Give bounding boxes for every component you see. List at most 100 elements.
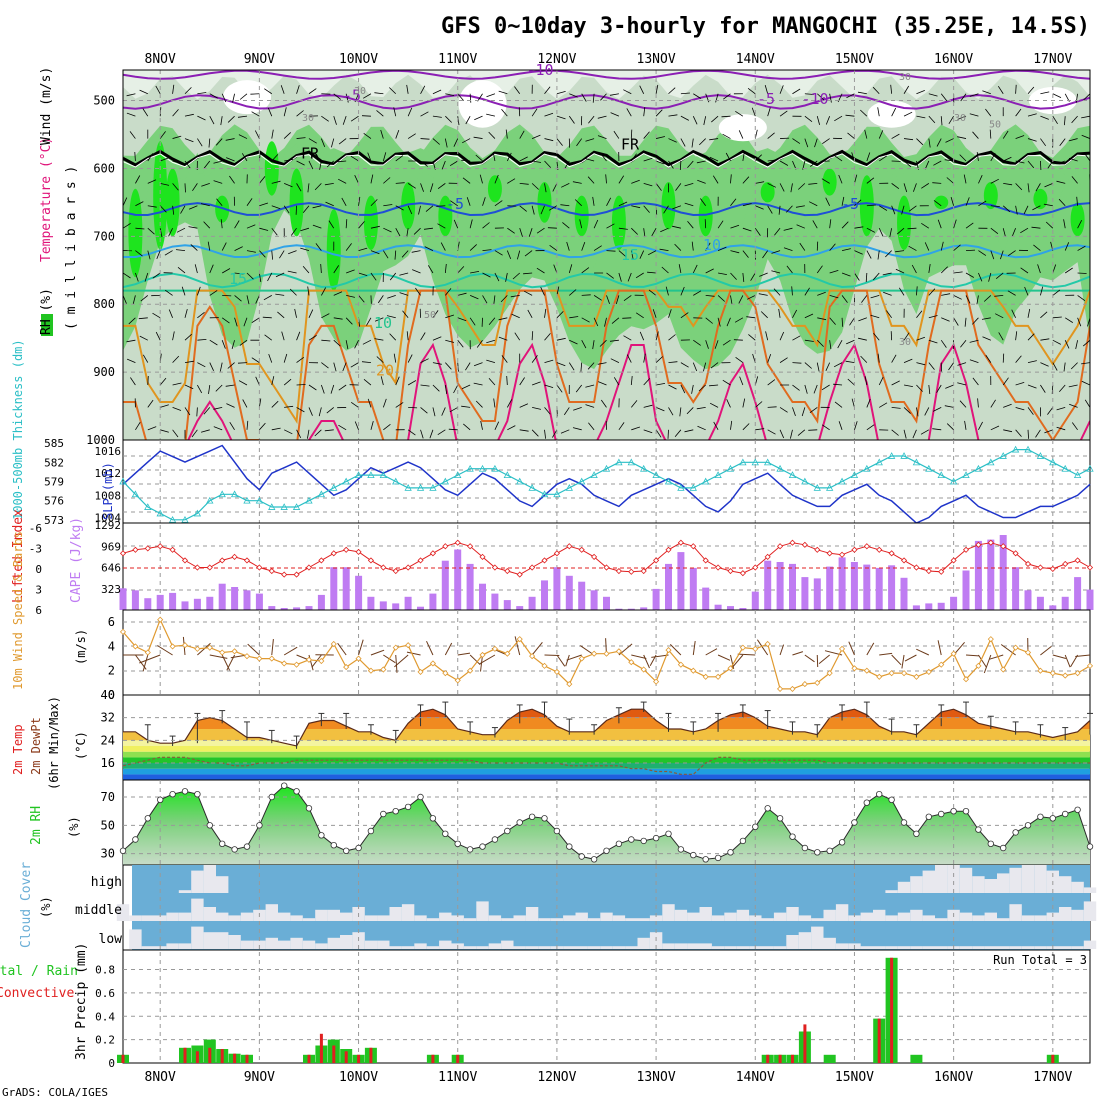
wind-barb: [342, 116, 347, 125]
cape-bar: [1024, 590, 1032, 610]
wind-barb: [1040, 646, 1052, 656]
wind-barb: [255, 295, 260, 304]
wind-barb: [123, 160, 124, 161]
wind-barb: [300, 247, 310, 251]
wind-barb: [659, 248, 669, 251]
cloud-block: [724, 946, 737, 949]
wind-barb: [953, 244, 961, 251]
wind-barb: [771, 250, 781, 254]
wind-barb: [665, 286, 669, 296]
wind-barb: [556, 654, 566, 667]
cloud-block: [997, 873, 1010, 893]
li-marker: [1086, 564, 1094, 571]
wind-marker: [851, 665, 858, 672]
wind-barb: [655, 183, 662, 191]
wind-barb: [395, 182, 405, 184]
thickness-marker: [1049, 458, 1057, 466]
wind-barb: [779, 644, 785, 656]
wind-barb: [816, 93, 825, 101]
wind-barb: [328, 220, 335, 229]
wind-barb: [197, 138, 203, 147]
wind-barb: [290, 227, 297, 236]
wind-barb: [916, 336, 926, 341]
wind-barb: [1033, 244, 1041, 251]
li-marker: [553, 550, 560, 557]
wind-barb: [1068, 157, 1078, 162]
wind-barb: [866, 398, 871, 408]
wind-barb: [696, 407, 706, 410]
temp-band: [123, 757, 1090, 763]
wind-barb: [792, 651, 804, 656]
li-marker: [888, 550, 895, 557]
wind-barb: [1044, 183, 1053, 188]
cloud-block: [129, 929, 142, 949]
temp-band: [123, 774, 1090, 780]
wind-barb: [370, 420, 374, 430]
wind-barb: [461, 159, 471, 162]
li-marker: [591, 553, 598, 560]
wind-barb: [457, 93, 464, 101]
wind-barb: [982, 336, 991, 341]
cloud-block: [935, 918, 948, 921]
wind-barb: [216, 198, 223, 207]
wind-barb: [346, 295, 355, 298]
wind-barb: [333, 291, 343, 296]
wind-barb: [445, 339, 455, 343]
wind-marker: [454, 677, 461, 684]
wind-marker: [169, 643, 176, 650]
wind-barb: [500, 295, 508, 303]
wind-barb: [234, 317, 238, 327]
wind-barb: [184, 308, 188, 318]
wind-barb: [1044, 429, 1053, 434]
wind-barb: [510, 294, 520, 298]
wind-barb: [239, 93, 248, 100]
cloud-block: [550, 918, 564, 921]
wind-barb: [674, 429, 682, 437]
wind-barb: [1051, 384, 1054, 395]
wind-barb: [643, 228, 646, 238]
thickness-marker: [714, 471, 722, 479]
cloud-block: [959, 867, 973, 893]
wind-barb: [1040, 115, 1049, 120]
tick-label: 6: [35, 604, 42, 617]
wind-barb: [172, 355, 180, 363]
wind-barb: [296, 137, 306, 139]
wind-barb: [921, 222, 930, 229]
wind-barb: [965, 272, 975, 278]
wind-barb: [505, 272, 508, 282]
wind-barb: [767, 205, 773, 214]
wind-barb: [123, 340, 124, 341]
wind-barb: [544, 86, 551, 95]
wind-barb: [891, 354, 897, 363]
wind-barb: [296, 356, 305, 363]
thickness-marker: [330, 484, 338, 491]
rh-marker: [553, 827, 561, 835]
wind-barb: [251, 317, 260, 324]
li-marker: [429, 550, 437, 557]
cloud-block: [897, 912, 911, 921]
wind-barb: [978, 272, 983, 282]
cloud-block: [835, 904, 849, 921]
wind-barb: [907, 227, 917, 230]
cloud-block: [426, 918, 440, 921]
cloud-block: [1034, 946, 1047, 949]
wind-barb: [829, 295, 839, 299]
wind-barb: [318, 407, 322, 417]
wind-barb: [566, 241, 570, 251]
wind-barb: [302, 265, 310, 274]
cloud-block: [885, 915, 898, 921]
wind-barb: [1031, 226, 1041, 229]
wind-barb: [457, 317, 467, 322]
tick-label: 40: [101, 688, 115, 702]
wind-barb: [413, 227, 421, 235]
li-marker: [293, 571, 300, 578]
wind-barb: [1089, 250, 1090, 251]
wind-barb: [1027, 308, 1031, 318]
wind-barb: [338, 384, 347, 391]
wind-barb: [1068, 384, 1078, 388]
thickness-marker: [441, 477, 450, 485]
cloud-middle-label: middle: [75, 903, 122, 918]
wind-barb: [816, 339, 824, 347]
rh-fill: [123, 785, 1090, 865]
